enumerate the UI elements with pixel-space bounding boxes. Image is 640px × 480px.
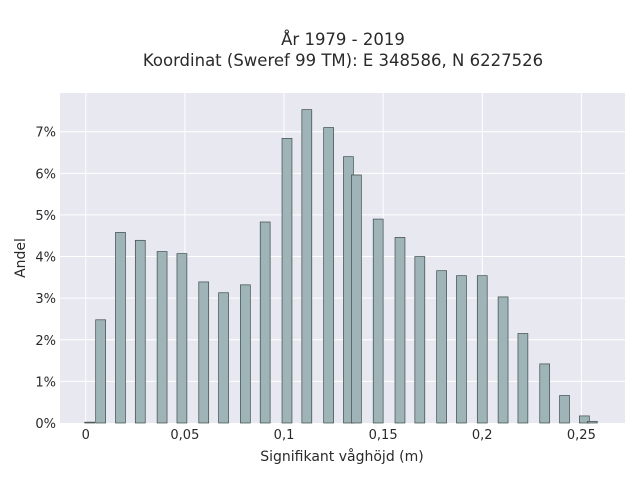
histogram-bar: [436, 270, 447, 424]
y-tick-label: 2%: [35, 334, 56, 349]
x-tick-label: 0,05: [170, 428, 199, 443]
histogram-bar: [198, 281, 210, 424]
histogram-bar: [351, 174, 362, 424]
histogram-bar: [517, 333, 529, 424]
x-tick-label: 0: [82, 428, 90, 443]
histogram-bar: [456, 275, 467, 424]
histogram-bar: [95, 319, 106, 424]
histogram-bar: [240, 284, 251, 424]
y-tick-label: 0%: [35, 417, 56, 432]
y-tick-label: 5%: [35, 209, 56, 224]
chart-title-line-1: År 1979 - 2019: [281, 30, 405, 49]
histogram-bar: [323, 127, 334, 424]
x-tick-label: 0,1: [274, 428, 295, 443]
histogram-bar: [559, 395, 570, 424]
x-tick-label: 0,15: [369, 428, 398, 443]
bars: [84, 109, 598, 424]
histogram-bar: [134, 239, 146, 424]
histogram-bar: [218, 292, 229, 424]
plot-area: [60, 93, 625, 423]
histogram-bar: [414, 256, 426, 424]
histogram-bar: [281, 138, 293, 424]
histogram-bar: [156, 251, 168, 424]
histogram-bar: [586, 420, 598, 424]
histogram-bar: [84, 421, 96, 424]
histogram-bar: [476, 275, 488, 424]
y-tick-label: 6%: [35, 167, 56, 182]
x-tick-label: 0,25: [567, 428, 596, 443]
chart-title-line-2: Koordinat (Sweref 99 TM): E 348586, N 62…: [143, 51, 543, 70]
x-tick-label: 0,2: [472, 428, 493, 443]
histogram-bar: [115, 232, 126, 424]
x-axis-label: Signifikant våghöjd (m): [260, 448, 423, 465]
y-axis-label: Andel: [13, 238, 29, 278]
axis-ticks: 0 0,05 0,1 0,15 0,2 0,25 0% 1% 2% 3% 4% 5% 6% 7%: [35, 126, 595, 443]
histogram-bar: [301, 109, 313, 424]
histogram-bar: [176, 253, 188, 424]
y-tick-label: 4%: [35, 251, 56, 266]
histogram-bar: [579, 415, 590, 424]
histogram-bar: [259, 221, 271, 424]
y-tick-label: 1%: [35, 375, 56, 390]
histogram-bar: [497, 296, 509, 424]
histogram-bar: [394, 237, 406, 424]
y-tick-label: 3%: [35, 292, 56, 307]
histogram-bar: [539, 363, 551, 424]
y-tick-label: 7%: [35, 126, 56, 141]
histogram-bar: [372, 218, 384, 424]
